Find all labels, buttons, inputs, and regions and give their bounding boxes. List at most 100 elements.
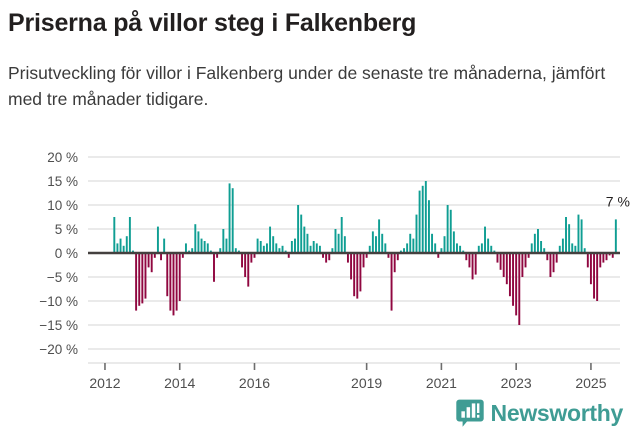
bar (306, 233, 309, 253)
bar (431, 233, 434, 253)
bar (477, 245, 480, 253)
bar (580, 219, 583, 253)
y-tick-label: −15 % (39, 318, 78, 333)
bar (325, 253, 328, 263)
bar (309, 245, 312, 253)
bar (574, 245, 577, 253)
chart-footer: Newsworthy (0, 396, 631, 439)
bar (508, 253, 511, 297)
bar (521, 253, 524, 277)
bar (334, 229, 337, 253)
x-tick-label: 2016 (239, 375, 270, 391)
bar (356, 253, 359, 299)
bar (247, 253, 250, 287)
bar (228, 183, 231, 253)
bar (346, 253, 349, 263)
bar (244, 253, 247, 277)
bar (375, 236, 377, 253)
bar (449, 209, 452, 253)
bar (337, 233, 340, 253)
newsworthy-wordmark: Newsworthy (490, 400, 624, 426)
bar (480, 243, 483, 253)
bar (194, 224, 197, 253)
bar (172, 253, 175, 316)
bar (303, 226, 306, 253)
bar (281, 245, 284, 253)
bar (290, 241, 293, 253)
bar (368, 245, 371, 253)
bar (231, 188, 234, 253)
bar (583, 248, 586, 253)
y-tick-label: 5 % (55, 222, 78, 237)
bar (502, 253, 505, 277)
bar (331, 248, 334, 253)
bar (275, 243, 278, 253)
bar (297, 205, 300, 253)
bar (533, 233, 536, 253)
y-tick-label: 15 % (47, 174, 78, 189)
bar (605, 253, 608, 261)
page-title: Priserna på villor steg i Falkenberg (8, 9, 417, 37)
bar (524, 253, 527, 268)
bar (549, 253, 552, 277)
bar (322, 253, 324, 258)
bars-group (113, 181, 617, 325)
bar (443, 236, 446, 253)
bar (138, 253, 141, 306)
bar (490, 245, 493, 253)
bar (387, 253, 390, 258)
bar (241, 253, 243, 268)
bar (568, 224, 571, 253)
bar (359, 253, 362, 292)
newsworthy-logo[interactable]: Newsworthy (455, 399, 624, 428)
bar (191, 248, 194, 253)
bar (415, 214, 418, 253)
bar (512, 253, 515, 306)
bar (596, 253, 599, 301)
bar (471, 253, 474, 280)
bar (593, 253, 596, 299)
bar (340, 217, 343, 253)
bar (362, 253, 365, 268)
bar (315, 243, 318, 253)
bar (184, 243, 187, 253)
bar (518, 253, 521, 325)
bar (147, 253, 150, 268)
y-tick-label: 20 % (47, 150, 78, 165)
bar (537, 229, 539, 253)
bar (611, 253, 614, 258)
bar (116, 243, 119, 253)
bar (586, 253, 589, 268)
bar (175, 253, 178, 311)
bar (396, 253, 399, 261)
y-tick-label: −20 % (39, 342, 78, 357)
bar (468, 253, 471, 268)
bar (552, 253, 555, 273)
bar (259, 241, 262, 253)
bar (505, 253, 508, 285)
bar (412, 238, 415, 253)
bar (371, 231, 374, 253)
bar (403, 248, 405, 253)
bar (166, 253, 169, 297)
bar (163, 238, 166, 253)
bar (113, 217, 116, 253)
bar (156, 226, 159, 253)
bar (577, 214, 580, 253)
bar (499, 253, 502, 270)
bar (561, 238, 564, 253)
bar (250, 253, 253, 263)
bar (150, 253, 153, 273)
bar (555, 253, 558, 263)
bar (225, 238, 228, 253)
x-tick-label: 2023 (501, 375, 532, 391)
x-tick-label: 2019 (351, 375, 382, 391)
bar-chart-speech-bubble-icon (455, 399, 484, 427)
bar (406, 243, 409, 253)
bar (427, 200, 430, 253)
bar (200, 238, 203, 253)
bar (390, 253, 393, 311)
bar-chart: 20 % 15 % 10 % 5 % 0 % −5 % −10 % −15 % −20 % 20… (39, 150, 630, 391)
bar (144, 253, 147, 299)
bar (381, 233, 384, 253)
